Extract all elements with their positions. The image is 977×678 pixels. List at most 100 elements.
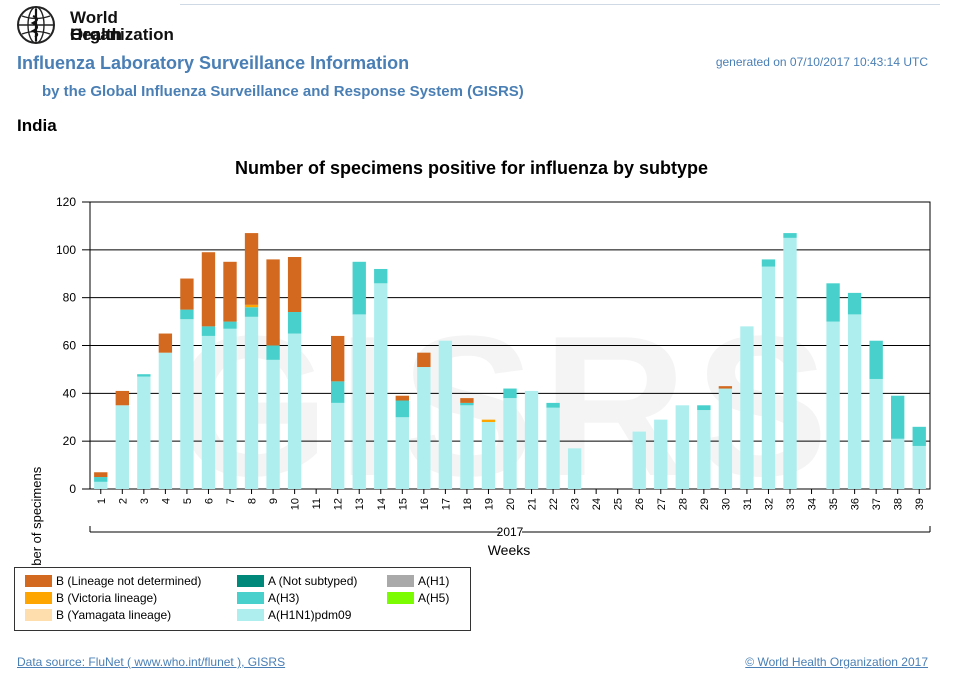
y-tick-label: 80	[63, 291, 77, 305]
bar-segment-a_h1n1pdm09-week-2	[115, 405, 129, 489]
legend-label: B (Victoria lineage)	[56, 591, 158, 605]
bar-segment-a_h1n1pdm09-week-26	[632, 431, 646, 489]
bar-segment-b_not_determined-week-12	[331, 335, 345, 382]
bar-segment-b_victoria-week-8	[244, 304, 259, 308]
bar-segment-a_h3-week-3	[137, 374, 151, 377]
bar-segment-a_h3-week-6	[201, 326, 216, 336]
bar-segment-b_not_determined-week-5	[180, 278, 194, 310]
who-logo: World Health Organization	[12, 4, 174, 46]
x-axis-label: Weeks	[488, 542, 531, 558]
bar-segment-a_h3-week-38	[891, 395, 905, 439]
x-tick-label: 4	[160, 498, 172, 504]
y-tick-label: 120	[56, 195, 76, 209]
bar-segment-a_h1n1pdm09-week-30	[718, 388, 733, 489]
bar-segment-a_h1n1pdm09-week-21	[524, 390, 539, 489]
y-tick-label: 100	[56, 243, 76, 257]
bar-segment-a_h3-week-7	[223, 321, 237, 329]
x-tick-label: 16	[419, 498, 431, 510]
y-tick-label: 0	[69, 482, 76, 496]
country-name: India	[17, 116, 57, 135]
legend-swatch	[25, 609, 52, 621]
x-tick-label: 32	[763, 498, 775, 510]
bar-segment-a_h1n1pdm09-week-18	[460, 405, 474, 489]
bar-segment-a_h3-week-20	[503, 388, 517, 399]
x-tick-label: 22	[548, 498, 560, 510]
bar-segment-a_h1n1pdm09-week-15	[395, 417, 409, 489]
bar-segment-a_h1n1pdm09-week-1	[94, 481, 108, 489]
legend-swatch	[237, 575, 264, 587]
bar-segment-a_h1n1pdm09-week-5	[180, 319, 194, 489]
x-tick-label: 27	[656, 498, 668, 510]
bar-segment-a_h1n1pdm09-week-31	[740, 326, 754, 489]
bar-segment-a_h1n1pdm09-week-8	[244, 316, 259, 489]
year-label: 2017	[497, 525, 524, 539]
bar-segment-a_h1n1pdm09-week-13	[352, 314, 366, 489]
who-emblem-icon	[17, 6, 55, 44]
bar-segment-a_h1n1pdm09-week-10	[287, 333, 302, 489]
x-tick-label: 24	[591, 498, 603, 510]
data-source-link[interactable]: Data source: FluNet ( www.who.int/flunet…	[17, 655, 286, 669]
legend-label: B (Lineage not determined)	[56, 574, 202, 588]
bar-segment-b_not_determined-week-15	[395, 395, 409, 401]
x-tick-label: 19	[483, 498, 495, 510]
x-tick-label: 25	[613, 498, 625, 510]
bar-segment-a_h1n1pdm09-week-23	[567, 448, 582, 489]
bar-segment-a_h1n1pdm09-week-27	[654, 419, 668, 489]
bar-segment-a_h1n1pdm09-week-29	[697, 410, 711, 489]
x-tick-label: 2	[117, 498, 129, 504]
bar-segment-a_h1n1pdm09-week-20	[503, 398, 517, 489]
x-tick-label: 30	[720, 498, 732, 510]
bar-segment-a_h3-week-37	[869, 340, 883, 379]
bar-segment-a_h1n1pdm09-week-3	[137, 376, 151, 489]
x-tick-label: 29	[699, 498, 711, 510]
legend-label: B (Yamagata lineage)	[56, 608, 172, 622]
x-tick-label: 13	[354, 498, 366, 510]
bar-segment-b_not_determined-week-7	[223, 261, 237, 322]
x-tick-label: 38	[893, 498, 905, 510]
bar-segment-a_h3-week-1	[94, 477, 108, 482]
x-tick-label: 37	[871, 498, 883, 510]
bar-segment-b_not_determined-week-10	[287, 257, 302, 313]
copyright-link[interactable]: © World Health Organization 2017	[745, 655, 928, 669]
bar-segment-a_h1n1pdm09-week-9	[266, 359, 280, 489]
x-tick-label: 3	[139, 498, 151, 504]
x-tick-label: 15	[397, 498, 409, 510]
bar-segment-a_h1n1pdm09-week-36	[847, 314, 862, 489]
bar-segment-a_h3-week-35	[826, 283, 840, 322]
x-tick-label: 23	[570, 498, 582, 510]
legend-label: A(H3)	[268, 591, 300, 605]
bar-segment-a_h1n1pdm09-week-4	[158, 352, 173, 489]
bar-segment-a_h1n1pdm09-week-35	[826, 321, 840, 489]
bar-segment-a_h1n1pdm09-week-19	[481, 422, 496, 489]
bar-segment-a_h3-week-9	[266, 345, 280, 360]
legend-swatch	[387, 592, 414, 604]
x-tick-label: 26	[634, 498, 646, 510]
x-tick-label: 5	[182, 498, 194, 504]
legend-swatch	[25, 592, 52, 604]
bar-segment-a_h3-week-33	[783, 233, 797, 238]
bar-segment-a_h3-week-10	[287, 312, 302, 334]
page-title: Influenza Laboratory Surveillance Inform…	[17, 53, 410, 73]
bar-segment-a_h3-week-5	[180, 309, 194, 320]
bar-segment-a_h3-week-8	[244, 307, 259, 317]
x-tick-label: 36	[850, 498, 862, 510]
bar-segment-b_not_determined-week-18	[460, 398, 474, 403]
legend-swatch	[387, 575, 414, 587]
header-divider	[180, 4, 940, 5]
bar-segment-a_h1n1pdm09-week-6	[201, 335, 216, 489]
bar-segment-a_h1n1pdm09-week-14	[374, 283, 388, 489]
x-tick-label: 18	[462, 498, 474, 510]
bar-segment-b_victoria-week-19	[481, 419, 496, 423]
x-tick-label: 11	[311, 498, 323, 509]
x-tick-label: 34	[807, 498, 819, 510]
x-tick-label: 20	[505, 498, 517, 510]
bar-segment-b_not_determined-week-6	[201, 252, 216, 327]
x-tick-label: 6	[203, 498, 215, 504]
x-tick-label: 12	[333, 498, 345, 510]
x-tick-label: 39	[914, 498, 926, 510]
legend-swatch	[237, 592, 264, 604]
legend-label: A(H5)	[418, 591, 450, 605]
x-tick-label: 21	[527, 498, 539, 510]
bar-segment-a_h3-week-15	[395, 400, 409, 418]
